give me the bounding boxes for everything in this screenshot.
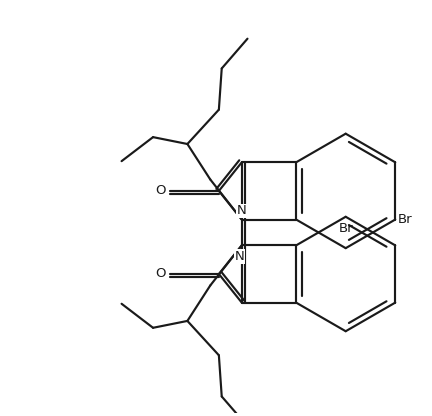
Text: O: O [155, 184, 165, 198]
Text: Br: Br [397, 213, 412, 226]
Text: O: O [155, 267, 165, 280]
Text: Br: Br [338, 222, 353, 235]
Text: N: N [235, 250, 245, 263]
Text: N: N [237, 204, 247, 217]
